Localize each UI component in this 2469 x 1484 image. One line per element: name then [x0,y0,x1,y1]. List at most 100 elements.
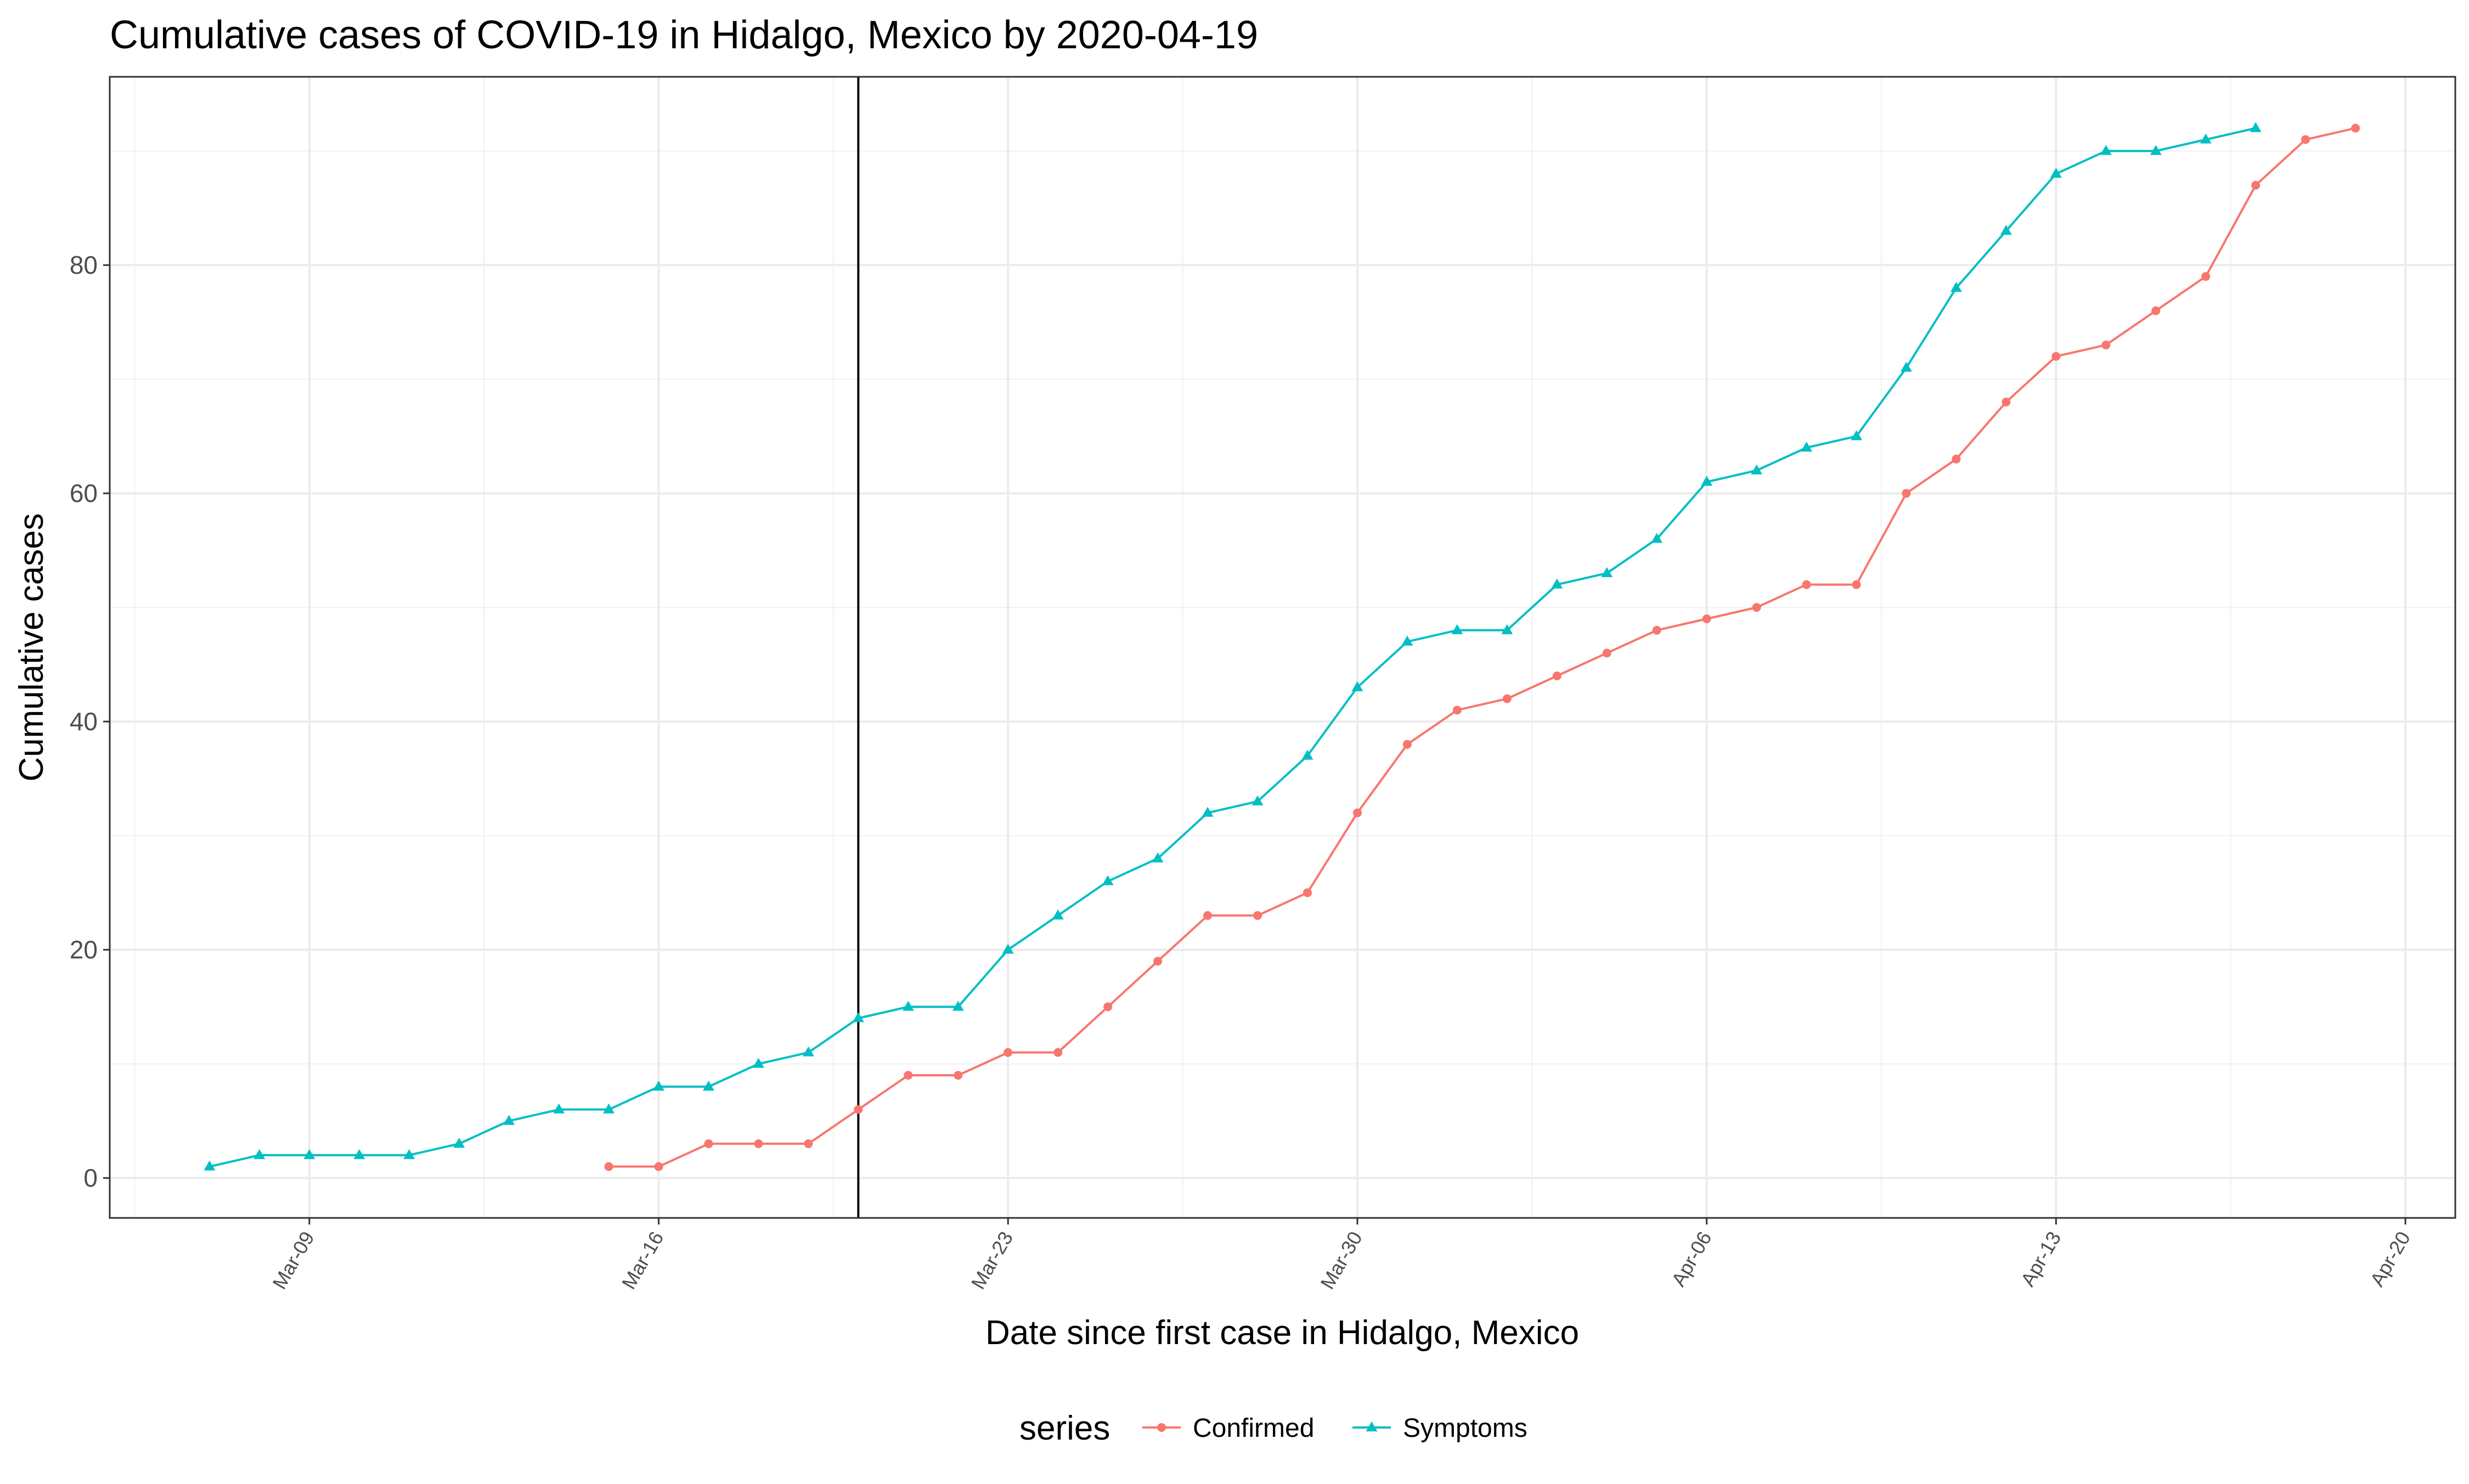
data-point-symptoms [1901,362,1912,372]
data-point-symptoms [1052,909,1064,919]
data-point-confirmed [1702,614,1711,623]
x-tick-label: Apr-06 [1667,1228,1716,1290]
data-point-confirmed [2201,272,2211,281]
data-point-symptoms [1102,875,1114,885]
panel-border [109,76,2456,1219]
data-point-symptoms [1950,281,1962,292]
y-axis: 0 20 40 60 80 [70,251,110,1192]
legend-item-symptoms: Symptoms [1352,1414,1527,1443]
data-point-symptoms [1451,624,1463,634]
x-tick-label: Mar-30 [1316,1228,1367,1293]
legend-title: series [1019,1409,1110,1447]
series-line-confirmed [608,127,2356,1168]
data-point-symptoms [2150,145,2162,155]
series-confirmed [604,123,2360,1171]
data-point-symptoms [2100,145,2112,155]
data-point-confirmed [1902,489,1911,498]
data-point-symptoms [2000,224,2012,235]
y-axis-title: Cumulative cases [13,513,50,781]
data-point-confirmed [1352,808,1362,817]
data-point-confirmed [2002,397,2011,407]
y-tick-label: 40 [70,707,98,736]
x-tick-label: Mar-09 [268,1228,319,1293]
data-point-symptoms [1401,635,1413,646]
data-point-symptoms [1351,681,1363,691]
data-point-symptoms [2250,122,2262,132]
legend-label-symptoms: Symptoms [1403,1414,1527,1443]
data-point-confirmed [1402,740,1412,749]
data-point-confirmed [1004,1048,1013,1057]
data-point-symptoms [603,1103,615,1114]
y-tick-label: 20 [70,935,98,964]
data-point-confirmed [1303,888,1312,898]
data-point-confirmed [954,1071,963,1080]
data-point-symptoms [453,1137,465,1148]
data-point-symptoms [1501,624,1513,634]
data-point-symptoms [303,1149,315,1159]
data-point-confirmed [1452,706,1462,715]
data-point-symptoms [1002,944,1014,954]
data-point-confirmed [1253,911,1262,920]
x-tick-label: Apr-13 [2016,1228,2066,1290]
data-point-confirmed [754,1139,763,1148]
x-tick-label: Apr-20 [2365,1228,2415,1290]
data-point-symptoms [1202,806,1214,817]
data-point-symptoms [752,1058,764,1068]
data-point-confirmed [2301,135,2310,144]
chart-title: Cumulative cases of COVID-19 in Hidalgo,… [110,13,1258,57]
series-layer [204,122,2360,1171]
data-point-confirmed [1552,672,1562,680]
data-point-symptoms [902,1001,914,1011]
legend-label-confirmed: Confirmed [1193,1414,1314,1443]
data-point-confirmed [1652,625,1661,635]
data-point-symptoms [703,1080,714,1091]
data-point-symptoms [503,1115,515,1125]
data-point-symptoms [1801,442,1813,452]
data-point-symptoms [553,1103,565,1114]
y-tick-label: 0 [83,1164,98,1192]
data-point-symptoms [204,1160,216,1171]
data-point-symptoms [253,1149,266,1159]
data-point-symptoms [1301,749,1314,760]
data-point-confirmed [1203,911,1213,920]
data-point-confirmed [1053,1048,1063,1057]
data-point-confirmed [2051,352,2061,361]
data-point-symptoms [1851,430,1862,441]
data-point-confirmed [804,1139,813,1148]
data-point-symptoms [403,1149,415,1159]
series-symptoms [204,122,2262,1171]
grid-layer [110,77,2455,1218]
data-point-symptoms [1252,795,1264,805]
legend-key-marker-confirmed [1157,1423,1166,1432]
data-point-symptoms [1551,578,1563,589]
data-point-symptoms [653,1080,664,1091]
x-tick-label: Mar-16 [617,1228,668,1293]
data-point-confirmed [1752,603,1761,612]
data-point-confirmed [1802,580,1811,589]
data-point-symptoms [1601,567,1613,577]
data-point-confirmed [1852,580,1861,589]
series-line-symptoms [209,127,2256,1168]
x-axis-title: Date since first case in Hidalgo, Mexico [985,1314,1579,1352]
data-point-symptoms [852,1012,864,1023]
data-point-confirmed [704,1139,713,1148]
data-point-confirmed [1153,957,1163,966]
data-point-symptoms [1651,533,1663,543]
legend-item-confirmed: Confirmed [1142,1414,1314,1443]
data-point-confirmed [1952,454,1961,464]
data-point-confirmed [1602,648,1611,658]
data-point-confirmed [854,1105,863,1114]
data-point-confirmed [2151,306,2161,315]
legend: series Confirmed Symptoms [1019,1409,1527,1447]
data-point-confirmed [654,1162,663,1171]
data-point-symptoms [2050,167,2062,178]
legend-items: Confirmed Symptoms [1142,1414,1527,1443]
x-axis: Mar-09 Mar-16 Mar-23 Mar-30 Apr-06 Apr-13 Apr-… [268,1218,2415,1293]
y-tick-label: 80 [70,251,98,279]
data-point-symptoms [353,1149,365,1159]
x-tick-label: Mar-23 [967,1228,1018,1293]
data-point-symptoms [1701,476,1713,486]
legend-key-marker-symptoms [1366,1421,1378,1432]
